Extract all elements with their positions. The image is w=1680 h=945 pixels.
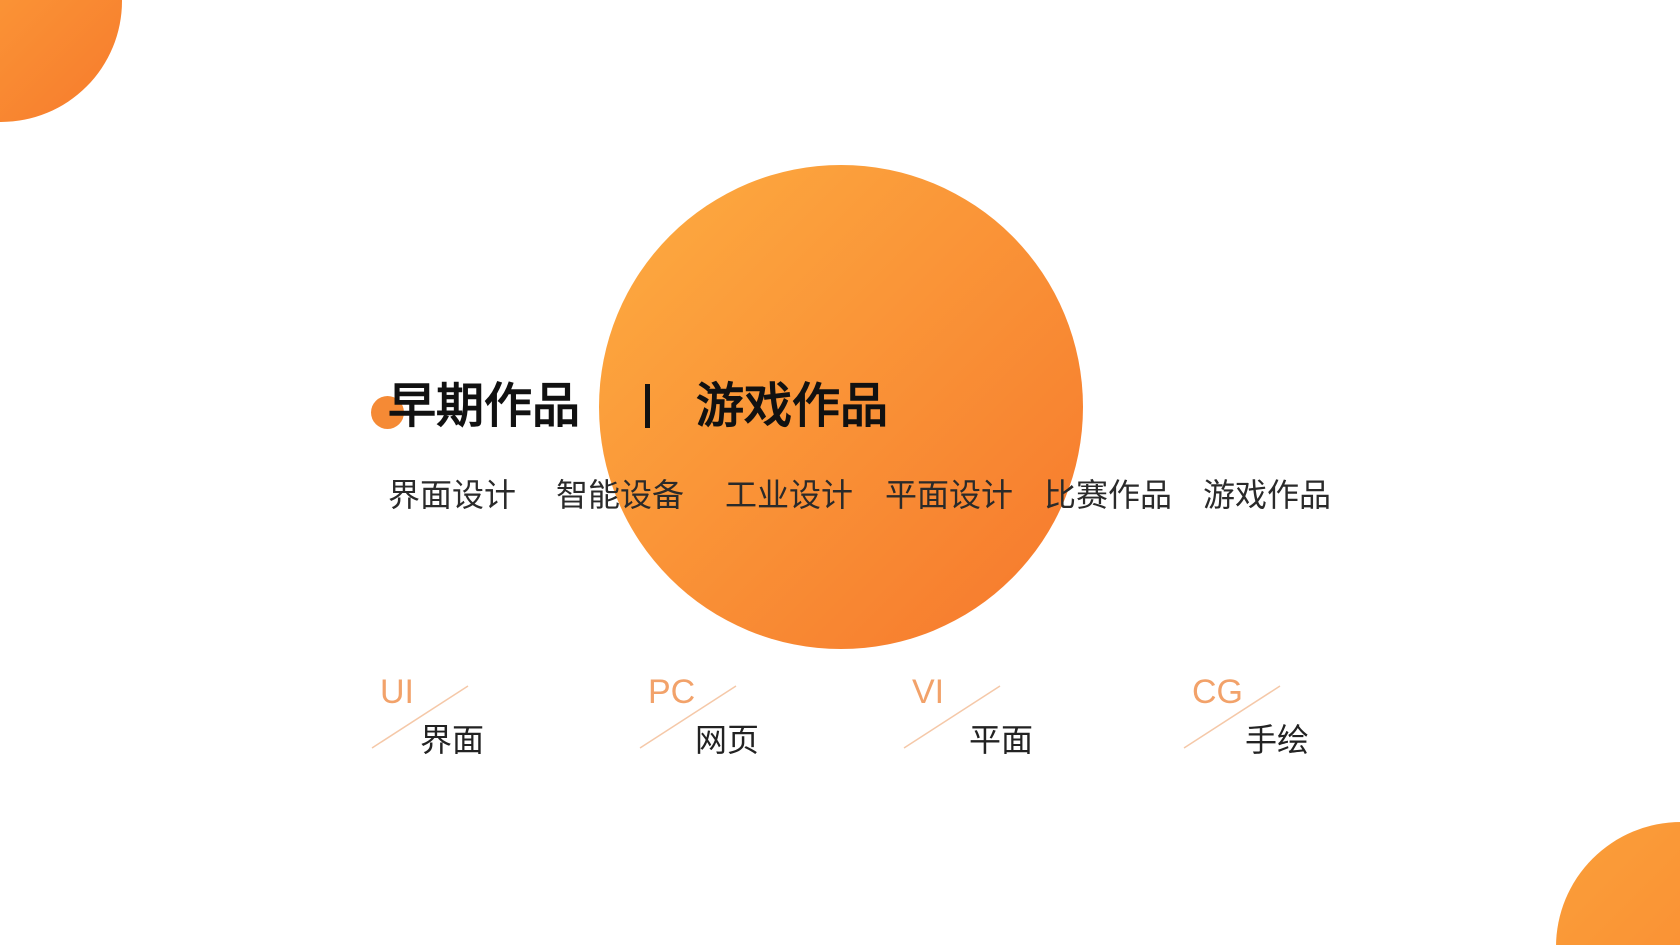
category-abbr: CG — [1192, 673, 1243, 711]
category-vi[interactable]: VI 平面 — [902, 672, 1102, 772]
category-label: 网页 — [695, 721, 760, 759]
category-label: 手绘 — [1245, 721, 1310, 759]
subcategory-graphic-design[interactable]: 平面设计 — [885, 476, 1014, 514]
slash-divider-icon — [903, 685, 1001, 749]
bullet-dot-icon — [371, 396, 404, 429]
decorative-circle-center — [599, 165, 1083, 649]
category-pc[interactable]: PC 网页 — [638, 672, 838, 772]
subcategory-ui-design[interactable]: 界面设计 — [388, 476, 517, 514]
subcategory-competition-works[interactable]: 比赛作品 — [1044, 476, 1173, 514]
category-cg[interactable]: CG 手绘 — [1182, 672, 1382, 772]
heading-early-works: 早期作品 — [388, 378, 581, 434]
category-ui[interactable]: UI 界面 — [370, 672, 570, 772]
subcategory-game-works[interactable]: 游戏作品 — [1203, 476, 1332, 514]
decorative-circle-bottom-right — [1556, 822, 1680, 945]
heading-game-works: 游戏作品 — [696, 378, 889, 434]
subcategory-industrial-design[interactable]: 工业设计 — [725, 476, 854, 514]
category-abbr: VI — [912, 673, 945, 711]
slash-divider-icon — [1183, 685, 1281, 749]
subcategory-smart-devices[interactable]: 智能设备 — [556, 476, 685, 514]
category-abbr: UI — [380, 673, 414, 711]
heading-separator — [645, 384, 650, 428]
category-label: 平面 — [969, 721, 1034, 759]
slash-divider-icon — [371, 685, 469, 749]
decorative-circle-top-left — [0, 0, 122, 122]
slash-divider-icon — [639, 685, 737, 749]
category-label: 界面 — [420, 721, 485, 759]
category-abbr: PC — [648, 673, 696, 711]
